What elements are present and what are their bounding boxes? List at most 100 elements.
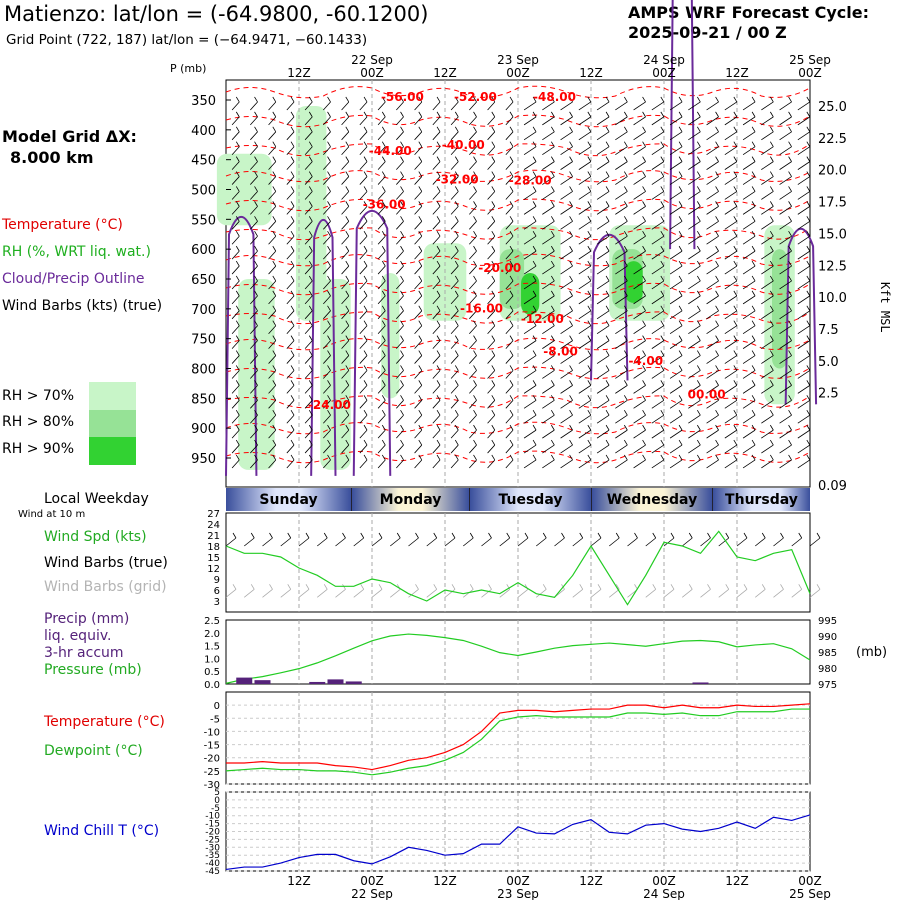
wind-barb bbox=[268, 424, 277, 439]
wind-barb bbox=[578, 111, 592, 126]
wind-barb bbox=[286, 424, 295, 439]
wind-barb bbox=[542, 231, 555, 245]
wind-barb bbox=[323, 395, 331, 409]
wind-speed-tick-label: 3 bbox=[214, 597, 220, 608]
wind-barb bbox=[596, 275, 610, 290]
wind-barb bbox=[578, 96, 592, 111]
wind-barb bbox=[323, 454, 331, 469]
wind-barb bbox=[268, 96, 277, 111]
wind-barb bbox=[615, 141, 628, 156]
wind-barb bbox=[560, 350, 573, 364]
wind-barb bbox=[450, 201, 459, 215]
wind-barb bbox=[761, 350, 774, 364]
wind-barb bbox=[669, 96, 683, 111]
wind-barb bbox=[797, 186, 811, 200]
pressure-right-tick-label: 985 bbox=[818, 648, 837, 659]
wind-barb bbox=[377, 186, 386, 200]
temp-tick-label: -20 bbox=[204, 754, 220, 765]
wind-barb bbox=[669, 275, 683, 290]
rh70-swatch bbox=[89, 382, 136, 410]
rh-shading bbox=[216, 105, 795, 470]
wind-barb bbox=[523, 201, 537, 215]
height-tick-label: 25.0 bbox=[818, 100, 847, 115]
wind-barb bbox=[432, 335, 441, 349]
wind-barb bbox=[651, 260, 665, 275]
wind-barb bbox=[560, 335, 573, 349]
wind-barb bbox=[414, 350, 423, 364]
wind-barb bbox=[633, 395, 646, 409]
wind-barb bbox=[779, 335, 792, 349]
wind-barb bbox=[341, 260, 350, 275]
temperature-label-7: -36.00 bbox=[363, 198, 406, 212]
wind-barb bbox=[231, 171, 240, 185]
temperature-label-0: -56.00 bbox=[381, 90, 424, 104]
grid-wind-barb bbox=[755, 584, 766, 598]
wind-barb bbox=[359, 156, 368, 170]
wind-barb bbox=[797, 410, 811, 424]
temperature-contour bbox=[225, 253, 811, 267]
wind-barb bbox=[669, 424, 683, 439]
wind-barb bbox=[487, 350, 496, 364]
wind-barb bbox=[669, 365, 683, 379]
true-wind-barb bbox=[536, 532, 547, 547]
height-tick-label: 12.5 bbox=[818, 259, 847, 274]
wind-barb bbox=[432, 454, 441, 469]
wind-speed-tick-label: 24 bbox=[207, 520, 220, 531]
wind-barb bbox=[560, 424, 573, 439]
wind-barb bbox=[542, 454, 555, 469]
wind-barb bbox=[724, 380, 738, 394]
windchill-tick-label: -20 bbox=[205, 828, 220, 838]
wind-barb bbox=[669, 201, 683, 215]
wind-barb bbox=[560, 141, 573, 156]
wind-barb bbox=[797, 171, 811, 185]
wind-barb bbox=[633, 365, 646, 379]
wind-barb bbox=[250, 424, 258, 439]
wind-barb bbox=[578, 245, 592, 260]
wind-barb bbox=[761, 305, 774, 320]
wind-barb bbox=[724, 290, 738, 305]
wind-barb bbox=[469, 111, 477, 126]
wind-barb bbox=[505, 365, 514, 379]
wind-barb bbox=[487, 201, 496, 215]
wind-barb bbox=[323, 111, 331, 126]
wind-barb bbox=[651, 111, 665, 126]
temperature-label: Temperature (°C) bbox=[44, 714, 165, 730]
wind-barb bbox=[779, 231, 792, 245]
wind-barb bbox=[487, 439, 496, 454]
top-date-label: 25 Sep bbox=[789, 53, 831, 67]
model-grid-info: Model Grid ΔX: 8.000 km bbox=[2, 126, 137, 168]
wind-barb bbox=[724, 141, 738, 156]
height-tick-label: 0.09 bbox=[818, 479, 847, 494]
wind-barb bbox=[505, 305, 514, 320]
wind-barb bbox=[596, 365, 610, 379]
wind-barb bbox=[450, 260, 459, 275]
wind-barb bbox=[706, 186, 719, 200]
bottom-time-tick: 12Z bbox=[433, 874, 457, 888]
wind-barb bbox=[706, 380, 719, 394]
wind-barb bbox=[596, 171, 610, 185]
temperature-label-3: -44.00 bbox=[369, 144, 412, 158]
wind-barb bbox=[560, 111, 573, 126]
wind-barb bbox=[596, 305, 610, 320]
wind-barb bbox=[396, 156, 404, 170]
wind-barb bbox=[505, 231, 514, 245]
rh-blob bbox=[295, 105, 327, 321]
wind-barb bbox=[414, 245, 423, 260]
wind-speed-tick-label: 18 bbox=[207, 542, 220, 553]
wind-barb bbox=[560, 231, 573, 245]
wind-barb bbox=[396, 350, 404, 364]
wind-barb bbox=[359, 275, 368, 290]
pressure-axis-title: P (mb) bbox=[170, 62, 207, 75]
true-wind-barb bbox=[225, 532, 237, 547]
wind-barb bbox=[505, 439, 514, 454]
wind-barb bbox=[505, 201, 514, 215]
wind-barb bbox=[414, 395, 423, 409]
wind-barb bbox=[341, 439, 350, 454]
wind-barb bbox=[487, 365, 496, 379]
wind-10m-label: Wind at 10 m bbox=[18, 509, 86, 520]
wind-barb bbox=[779, 410, 792, 424]
wind-barb bbox=[450, 111, 459, 126]
wind-barb bbox=[250, 380, 258, 394]
wind-barb bbox=[761, 380, 774, 394]
